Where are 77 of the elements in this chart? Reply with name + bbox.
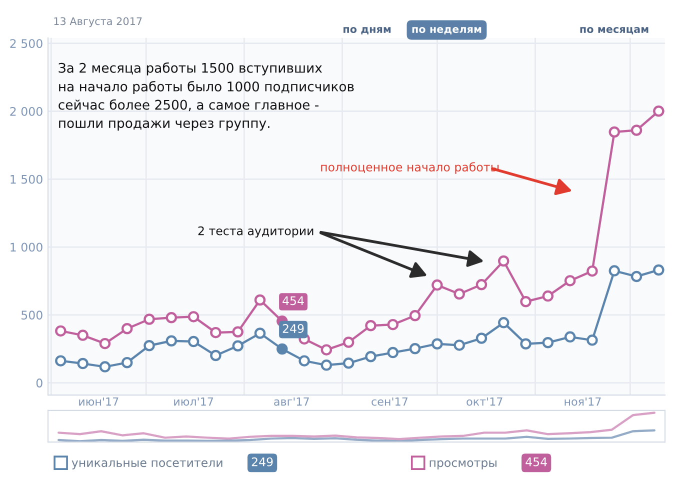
legend-label: просмотры [430,460,496,470]
point [320,344,332,356]
point [454,288,465,300]
text: по месяцам [580,27,648,34]
data-label: 454 [282,296,304,306]
point [387,346,399,358]
point [476,332,488,344]
point [188,311,200,322]
point [564,275,576,286]
x-tick-label: июн'17 [79,397,118,406]
point [520,338,532,350]
point [653,264,664,276]
data-label: 249 [282,324,304,333]
point [586,334,598,346]
point [542,290,554,302]
point [254,294,266,306]
x-tick-label: июл'17 [174,397,214,406]
legend-label: уникальные посетители [72,460,222,470]
x-tick-label: ноя'17 [564,397,601,406]
text: по дням [344,27,391,34]
point [630,270,642,282]
point [630,124,642,136]
point [586,265,598,277]
point [77,358,88,370]
point [320,360,332,371]
point [298,355,310,366]
annotation: За 2 месяца работы 1500 вступивших на начало работы было 1000 подписчиков сейчас более 2500, а самое главное - пошли продажи через группу. [58,62,354,131]
point [232,326,244,338]
point [542,337,554,348]
point [432,338,443,350]
point [254,328,266,339]
y-tick-label: 0 [36,378,42,388]
point [166,335,178,346]
y-tick-label: 1 500 [10,174,42,184]
point [476,279,488,290]
x-tick-label: окт'17 [466,397,502,406]
point [210,350,222,362]
y-tick-label: 1 000 [10,242,42,252]
point [166,312,178,324]
point [55,325,66,337]
text: 249 [252,457,273,466]
y-tick-label: 500 [22,310,42,320]
point [498,317,510,328]
point [365,320,376,332]
point [55,355,66,366]
point [77,330,88,341]
text: 13 Августа 2017 [54,17,142,28]
point [432,279,443,291]
point [454,340,465,351]
point [387,318,399,330]
point [144,314,155,325]
point [608,265,620,276]
point [188,336,200,348]
point [99,338,111,350]
point [121,356,133,368]
point [232,340,244,352]
point [409,342,421,354]
point [409,310,421,322]
point [144,340,155,352]
annotation: 2 теста аудитории [198,226,314,238]
point [342,336,354,348]
y-tick-label: 2 000 [10,106,42,116]
text: 454 [526,458,547,466]
point [365,350,376,362]
point [564,331,576,343]
point [210,326,222,338]
point [342,358,354,369]
point [99,361,111,372]
point [520,296,532,308]
point [121,323,133,334]
point [498,255,510,267]
x-tick-label: сен'17 [372,397,408,406]
point [653,105,664,117]
point [608,126,620,138]
x-tick-label: авг'17 [274,397,309,406]
y-tick-label: 2 500 [10,39,42,48]
text: по неделям [412,27,482,34]
